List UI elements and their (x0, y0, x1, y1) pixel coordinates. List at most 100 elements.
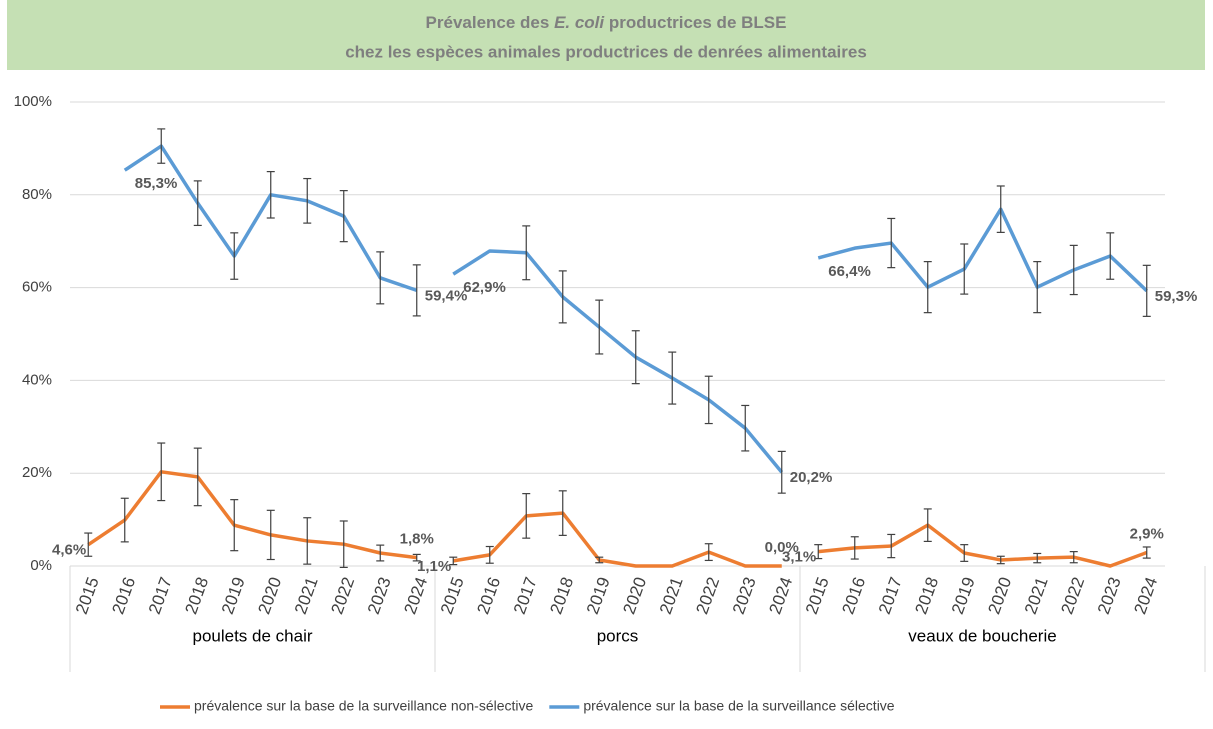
error-bar (339, 190, 348, 243)
data-label: 3,1% (782, 549, 816, 566)
x-tick-label: 2020 (619, 575, 650, 617)
y-tick-label: 100% (14, 93, 52, 110)
y-tick-label: 40% (22, 371, 52, 388)
error-bar (996, 185, 1005, 233)
x-tick-label: 2019 (948, 575, 979, 617)
x-tick-label: 2016 (108, 575, 139, 617)
error-bar (923, 508, 932, 543)
error-bar (193, 447, 202, 507)
x-tick-label: 2022 (1057, 575, 1088, 617)
y-tick-label: 60% (22, 279, 52, 296)
data-label: 4,6% (52, 542, 86, 559)
error-bar (376, 544, 385, 562)
data-label: 62,9% (463, 279, 506, 296)
x-tick-label: 2018 (546, 575, 577, 617)
data-label: 1,8% (400, 531, 434, 548)
error-bar (631, 330, 640, 385)
series-line (817, 207, 1148, 293)
error-bar (668, 351, 677, 405)
error-bar (996, 555, 1005, 565)
y-tick-label: 0% (30, 557, 52, 574)
error-bar (1142, 546, 1151, 559)
error-bar (412, 264, 421, 317)
data-label: 20,2% (790, 469, 833, 486)
x-tick-label: 2022 (692, 575, 723, 617)
x-tick-label: 2021 (656, 575, 687, 617)
x-tick-label: 2023 (364, 575, 395, 617)
x-tick-label: 2017 (875, 575, 906, 617)
x-tick-label: 2015 (72, 575, 103, 617)
group-label: veaux de boucherie (908, 626, 1056, 645)
title-part: productrices de BLSE (604, 13, 786, 32)
error-bar (814, 544, 823, 560)
error-bar (376, 251, 385, 305)
error-bar (1106, 232, 1115, 280)
error-bar (923, 261, 932, 314)
error-bar (84, 532, 93, 557)
data-label: 0,0% (765, 539, 799, 556)
legend-label: prévalence sur la base de la surveillanc… (194, 698, 534, 714)
data-label: 59,4% (425, 287, 468, 304)
x-tick-label: 2015 (802, 575, 833, 617)
error-bar (485, 545, 494, 564)
error-bar (704, 543, 713, 562)
x-tick-label: 2022 (327, 575, 358, 617)
x-tick-label: 2024 (400, 575, 431, 617)
y-tick-label: 20% (22, 464, 52, 481)
group-label: poulets de chair (192, 626, 312, 645)
data-label: 59,3% (1155, 288, 1198, 305)
error-bar (777, 450, 786, 494)
error-bar (1069, 244, 1078, 296)
error-bar (193, 180, 202, 227)
x-tick-label: 2017 (145, 575, 176, 617)
error-bar (960, 243, 969, 295)
x-tick-label: 2018 (181, 575, 212, 617)
error-bar (266, 171, 275, 219)
x-tick-label: 2020 (254, 575, 285, 617)
y-tick-label: 80% (22, 186, 52, 203)
error-bar (157, 442, 166, 502)
error-bar (1033, 552, 1042, 564)
x-tick-label: 2021 (1021, 575, 1052, 617)
x-tick-label: 2017 (510, 575, 541, 617)
series-line (452, 511, 782, 568)
series-line (452, 249, 784, 474)
group-label: porcs (597, 626, 639, 645)
error-bar (303, 517, 312, 565)
x-tick-label: 2015 (437, 575, 468, 617)
x-tick-label: 2024 (765, 575, 796, 617)
error-bar (522, 493, 531, 539)
error-bar (1142, 264, 1151, 317)
x-tick-label: 2019 (583, 575, 614, 617)
title-part: E. coli (554, 13, 605, 32)
error-bar (850, 536, 859, 560)
error-bar (595, 556, 604, 564)
error-bar (960, 544, 969, 562)
chart-title: Prévalence des E. coli productrices de B… (426, 13, 787, 32)
x-tick-label: 2023 (729, 575, 760, 617)
data-label: 66,4% (828, 263, 871, 280)
title-box (7, 0, 1205, 70)
error-bar (595, 299, 604, 355)
x-tick-label: 2023 (1094, 575, 1125, 617)
error-bar (339, 520, 348, 568)
error-bar (741, 404, 750, 452)
error-bar (887, 217, 896, 269)
error-bar (558, 490, 567, 536)
error-bar (522, 225, 531, 281)
chart-title: chez les espèces animales productrices d… (345, 42, 867, 61)
error-bar (1033, 261, 1042, 314)
error-bar (266, 509, 275, 561)
error-bar (887, 533, 896, 559)
x-tick-label: 2016 (838, 575, 869, 617)
error-bar (157, 128, 166, 164)
x-tick-label: 2019 (218, 575, 249, 617)
data-label: 2,9% (1130, 526, 1164, 543)
error-bar (230, 232, 239, 280)
error-bar (303, 177, 312, 224)
series-line (818, 523, 1148, 568)
error-bar (704, 375, 713, 425)
error-bar (558, 270, 567, 324)
x-tick-label: 2021 (291, 575, 322, 617)
